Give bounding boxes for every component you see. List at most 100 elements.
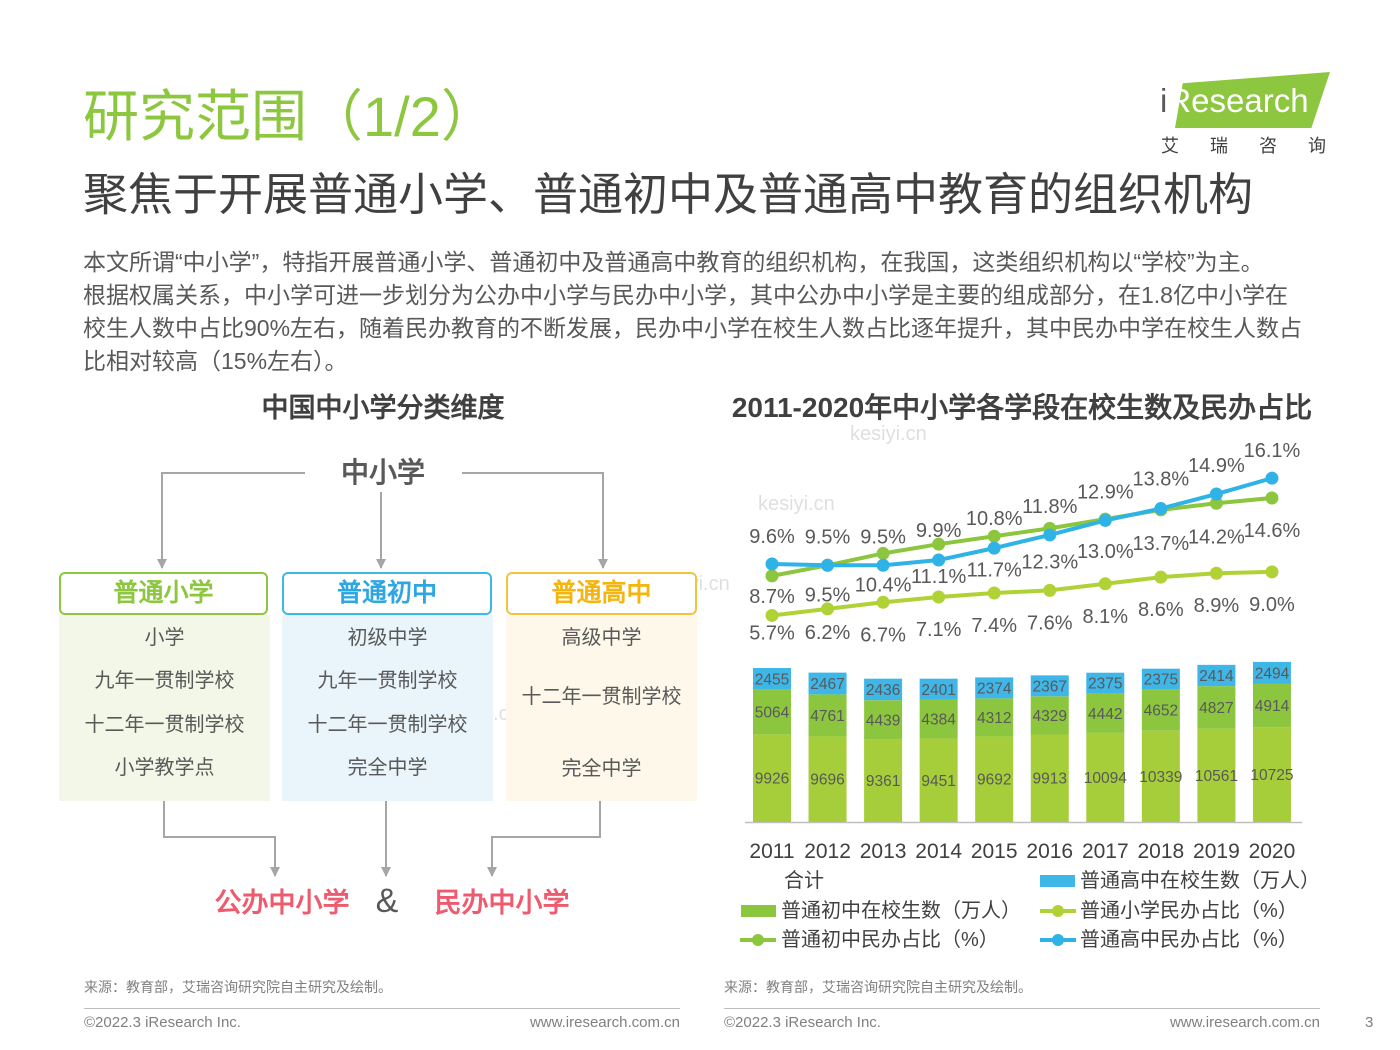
bar-segment [919,738,958,822]
enrollment-combo-chart: 9926 5064 2455 2011 9696 4761 2467 2012 9361 4439… [745,440,1302,863]
bar-value-label: 4652 [1144,703,1178,720]
legend-dot-junior-private [752,934,764,946]
bar-value-label: 9692 [977,772,1011,789]
series-data-label: 8.7% [749,586,795,608]
legend-label-senior-private: 普通高中民办占比（%） [1080,929,1298,951]
x-tick-label: 2017 [1082,840,1129,863]
x-tick-label: 2015 [971,840,1018,863]
series-point [876,595,890,609]
bar-segment [753,668,791,690]
logo-wordmark: iResearch [1160,82,1309,119]
legend-swatch-junior-enrollment [741,905,776,917]
outcome-public-schools: 公办中小学 [214,888,350,918]
bar-value-label: 9696 [810,772,844,789]
bar-segment [753,734,791,822]
category-item: 九年一贯制学校 [317,670,458,693]
series-data-label: 10.4% [855,574,912,596]
bar-value-label: 4329 [1033,708,1067,725]
series-data-label: 9.9% [916,520,962,542]
legend-label-junior-private: 普通初中民办占比（%） [781,929,999,951]
bar-value-label: 10094 [1084,770,1127,787]
series-point [765,608,779,622]
category-heading-senior: 普通高中 [506,572,697,615]
bar-segment [864,739,903,822]
series-data-label: 13.8% [1132,469,1189,491]
series-data-label: 16.1% [1244,440,1301,462]
series-point [1154,502,1168,516]
series-data-label: 6.7% [860,624,906,646]
intro-line: 校生人数中占比90%左右，随着民办教育的不断发展，民办中小学在校生人数占比逐年提… [83,315,1303,341]
bar-segment [1252,683,1291,728]
bar-segment [1030,696,1069,735]
series-data-label: 11.1% [911,566,966,588]
series-data-label: 13.0% [1077,541,1134,563]
category-item: 十二年一贯制学校 [84,713,245,736]
series-point [1098,577,1112,591]
classification-title: 中国中小学分类维度 [261,393,505,423]
category-heading-primary: 普通小学 [59,572,268,615]
bar-value-label: 2494 [1255,665,1290,682]
series-point [876,558,890,572]
category-heading-junior: 普通初中 [282,572,492,615]
bar-value-label: 10339 [1139,769,1182,786]
right-source-note: 来源：教育部，艾瑞咨询研究院自主研究及绘制。 [724,979,1032,995]
series-data-label: 14.9% [1188,455,1245,477]
bar-segment [808,736,847,822]
legend-label-junior-enrollment: 普通初中在校生数（万人） [781,900,1021,922]
category-item: 高级中学 [561,627,642,649]
x-tick-label: 2011 [749,840,794,863]
series-line [771,495,1273,578]
series-point [932,553,946,567]
bar-segment [919,699,958,739]
intro-line: 比相对较高（15%左右）。 [83,348,348,374]
connector-senior-to-outcome [487,801,601,877]
bar-value-label: 2375 [1088,676,1122,693]
bar-value-label: 4312 [977,710,1011,727]
bar-value-label: 2401 [921,682,955,699]
category-panel-junior: 初级中学 九年一贯制学校 十二年一贯制学校 完全中学 [282,615,493,801]
bar-segment [1197,686,1236,729]
bar-value-label: 5064 [755,705,790,722]
bar-value-label: 4439 [866,712,900,729]
legend-dot-primary-private [1052,905,1064,917]
bar-segment [1197,664,1236,687]
footer-website: www.iresearch.com.cn [529,1014,680,1031]
category-item: 十二年一贯制学校 [307,713,468,736]
series-point [932,590,946,604]
bar-segment [1252,727,1291,822]
series-point [765,557,779,571]
bar-segment [975,736,1014,822]
series-point [765,569,779,583]
bar-segment [753,689,791,735]
series-point [932,537,946,551]
series-point [1265,491,1279,505]
x-tick-label: 2016 [1026,840,1073,863]
intro-line: 根据权属关系，中小学可进一步划分为公办中小学与民办中小学，其中公办中小学是主要的… [83,282,1288,308]
series-line [771,476,1273,568]
watermark-text: kesiyi.cn [758,493,835,515]
bar-segment [1197,728,1236,822]
legend-label-primary-private: 普通小学民办占比（%） [1080,900,1298,922]
bar-segment [1030,734,1069,822]
logo-tagline: 艾瑞咨询 [1161,136,1357,156]
footer-copyright: ©2022.3 iResearch Inc. [84,1014,241,1031]
legend-dot-senior-private [1052,934,1064,946]
bar-segment [1141,668,1180,690]
bar-segment [1030,675,1069,697]
x-tick-label: 2014 [915,840,962,863]
series-data-label: 9.5% [805,526,851,548]
series-data-label: 9.5% [860,526,906,548]
bar-segment [864,678,903,701]
category-item: 完全中学 [347,756,428,779]
series-point [1209,496,1223,510]
intro-line: 本文所谓“中小学”，特指开展普通小学、普通初中及普通高中教育的组织机构，在我国，… [83,249,1264,275]
series-data-label: 12.9% [1077,481,1134,503]
series-point [821,558,835,572]
series-data-label: 10.8% [966,508,1023,530]
series-data-label: 8.9% [1194,595,1240,617]
series-data-label: 12.3% [1021,551,1078,573]
bar-value-label: 2374 [977,680,1012,697]
chart-title: 2011-2020年中小学各学段在校生数及民办占比 [731,392,1313,423]
footer-divider [84,1008,680,1009]
series-point [821,602,835,616]
